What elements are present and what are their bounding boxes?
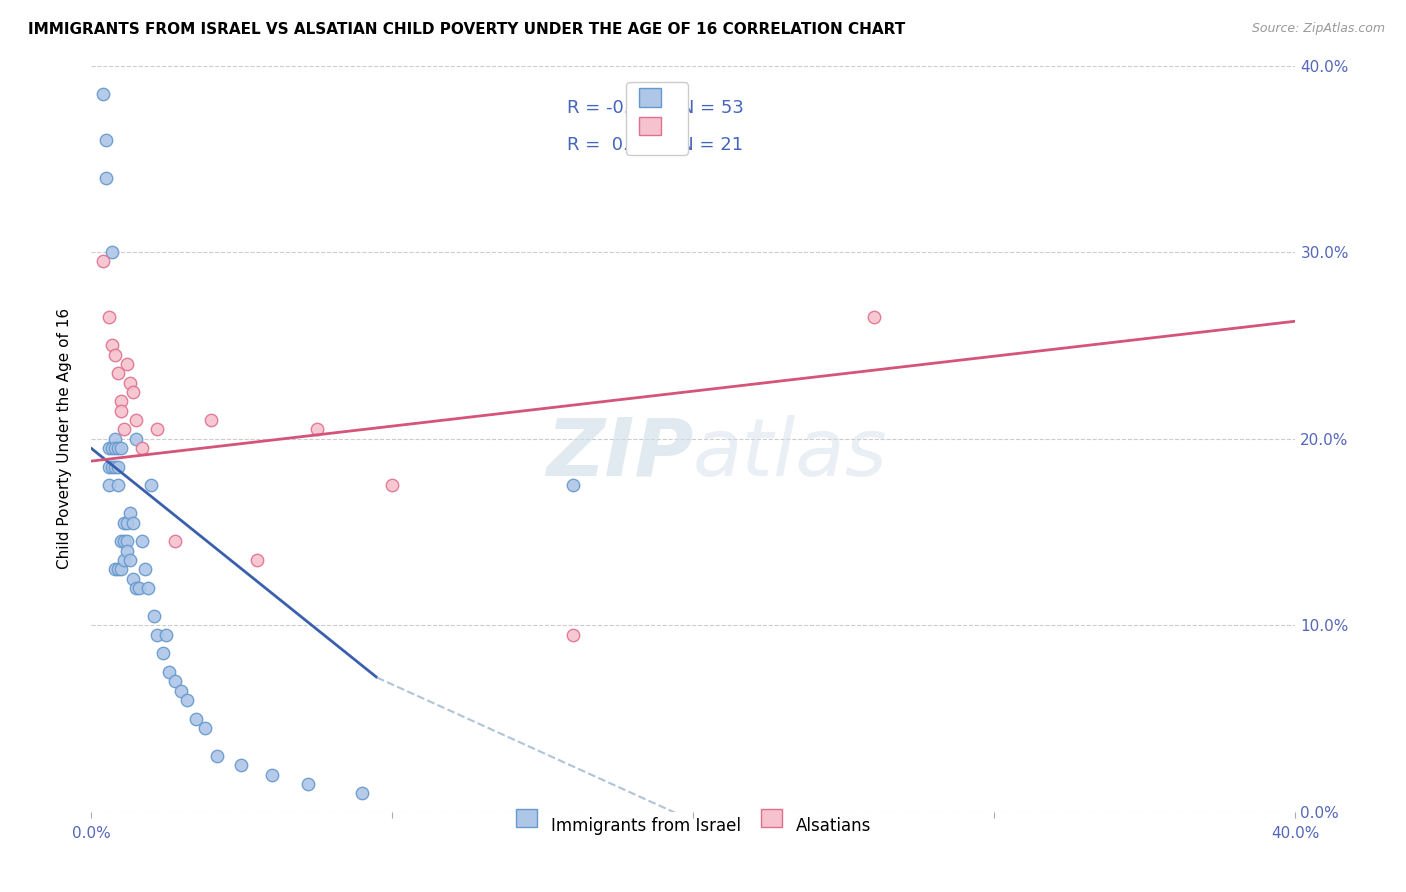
- Point: [170, 683, 193, 698]
- Point: [120, 376, 142, 390]
- Point: [112, 534, 135, 549]
- Legend: Immigrants from Israel, Alsatians: Immigrants from Israel, Alsatians: [506, 806, 882, 845]
- Point: [231, 758, 253, 772]
- Point: [120, 553, 142, 567]
- Point: [561, 627, 583, 641]
- Point: [125, 432, 148, 446]
- Point: [107, 459, 129, 474]
- Point: [120, 507, 142, 521]
- Point: [115, 534, 138, 549]
- Y-axis label: Child Poverty Under the Age of 16: Child Poverty Under the Age of 16: [58, 308, 72, 569]
- Point: [125, 581, 148, 595]
- Point: [94, 133, 117, 147]
- Point: [141, 478, 163, 492]
- Point: [207, 748, 229, 763]
- Point: [115, 543, 138, 558]
- Point: [94, 170, 117, 185]
- Point: [101, 441, 124, 455]
- Point: [245, 553, 267, 567]
- Point: [112, 553, 135, 567]
- Point: [112, 422, 135, 436]
- Point: [122, 572, 145, 586]
- Point: [297, 777, 319, 791]
- Point: [136, 581, 159, 595]
- Point: [104, 348, 127, 362]
- Point: [260, 767, 283, 781]
- Text: R = -0.161   N = 53: R = -0.161 N = 53: [567, 99, 744, 117]
- Point: [194, 721, 217, 735]
- Point: [98, 459, 121, 474]
- Point: [107, 562, 129, 576]
- Text: R =  0.187   N = 21: R = 0.187 N = 21: [567, 136, 742, 154]
- Point: [561, 478, 583, 492]
- Text: atlas: atlas: [693, 415, 889, 492]
- Point: [165, 674, 187, 689]
- Point: [122, 516, 145, 530]
- Point: [98, 441, 121, 455]
- Point: [101, 459, 124, 474]
- Point: [101, 245, 124, 260]
- Point: [104, 459, 127, 474]
- Point: [165, 534, 187, 549]
- Point: [98, 478, 121, 492]
- Point: [863, 310, 886, 325]
- Point: [115, 357, 138, 371]
- Point: [110, 441, 132, 455]
- Point: [110, 534, 132, 549]
- Point: [176, 693, 198, 707]
- Point: [157, 665, 180, 679]
- Point: [146, 627, 169, 641]
- Point: [110, 394, 132, 409]
- Point: [98, 310, 121, 325]
- Point: [350, 786, 373, 800]
- Point: [155, 627, 177, 641]
- Point: [305, 422, 328, 436]
- Point: [143, 609, 166, 624]
- Point: [200, 413, 222, 427]
- Point: [104, 441, 127, 455]
- Point: [128, 581, 150, 595]
- Point: [107, 441, 129, 455]
- Point: [91, 254, 114, 268]
- Point: [91, 87, 114, 101]
- Point: [381, 478, 404, 492]
- Point: [110, 403, 132, 417]
- Point: [152, 646, 174, 660]
- Point: [112, 516, 135, 530]
- Point: [122, 385, 145, 400]
- Point: [131, 534, 153, 549]
- Point: [104, 432, 127, 446]
- Point: [107, 478, 129, 492]
- Point: [104, 562, 127, 576]
- Point: [186, 712, 208, 726]
- Point: [107, 367, 129, 381]
- Point: [146, 422, 169, 436]
- Text: Source: ZipAtlas.com: Source: ZipAtlas.com: [1251, 22, 1385, 36]
- Point: [134, 562, 156, 576]
- Text: ZIP: ZIP: [546, 415, 693, 492]
- Point: [115, 516, 138, 530]
- Text: IMMIGRANTS FROM ISRAEL VS ALSATIAN CHILD POVERTY UNDER THE AGE OF 16 CORRELATION: IMMIGRANTS FROM ISRAEL VS ALSATIAN CHILD…: [28, 22, 905, 37]
- Point: [101, 338, 124, 352]
- Point: [131, 441, 153, 455]
- Point: [125, 413, 148, 427]
- Point: [110, 562, 132, 576]
